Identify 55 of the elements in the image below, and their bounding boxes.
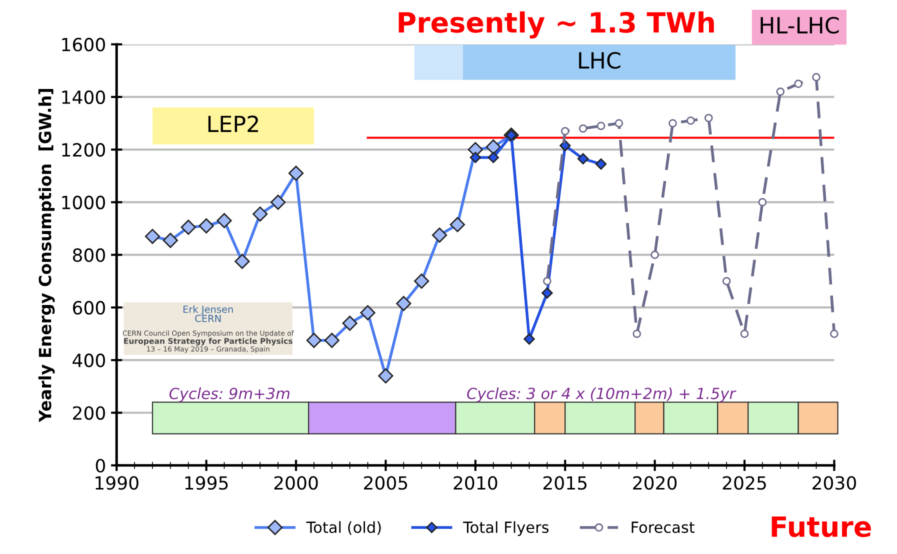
x-tick-label: 2010 bbox=[454, 476, 498, 490]
y-tick-label: 400 bbox=[72, 354, 105, 368]
x-tick-label: 1990 bbox=[96, 476, 138, 490]
x-tick-label: 2005 bbox=[364, 476, 408, 490]
y-tick-label: 0 bbox=[96, 458, 105, 472]
point bbox=[524, 333, 535, 345]
band-label: LHC bbox=[579, 52, 620, 69]
point bbox=[830, 330, 838, 338]
point bbox=[812, 73, 820, 82]
legend-label: Total Flyers bbox=[463, 521, 549, 536]
y-tick-label: 200 bbox=[73, 406, 105, 420]
point bbox=[704, 114, 713, 122]
point bbox=[740, 330, 749, 338]
annotation: Cycles: 3 or 4 x (10m+2m) + 1.5yr bbox=[467, 387, 736, 402]
point bbox=[543, 276, 552, 286]
point bbox=[722, 276, 731, 286]
x-tick-label: 1995 bbox=[185, 476, 228, 490]
legend-label: Total (old) bbox=[306, 521, 381, 535]
y-axis-title: Yearly Energy Consumption [GW.h] bbox=[38, 89, 55, 422]
point bbox=[758, 198, 767, 206]
x-tick-label: 2015 bbox=[543, 476, 587, 490]
chart-title: Presently ~ 1.3 TWh bbox=[398, 11, 714, 38]
point bbox=[614, 119, 624, 128]
point bbox=[488, 152, 499, 164]
point bbox=[596, 122, 606, 130]
y-tick-label: 600 bbox=[72, 300, 105, 315]
annotation: Erk Jensen bbox=[184, 305, 233, 315]
y-tick-label: 1000 bbox=[62, 196, 105, 210]
point bbox=[686, 116, 695, 125]
annotation: Cycles: 9m+3m bbox=[169, 387, 290, 402]
y-tick-label: 1600 bbox=[62, 38, 105, 52]
x-tick-label: 2025 bbox=[722, 476, 766, 490]
point bbox=[542, 287, 553, 299]
point bbox=[794, 80, 802, 88]
point bbox=[650, 250, 659, 260]
point bbox=[560, 140, 571, 152]
point bbox=[595, 158, 607, 170]
point bbox=[577, 153, 589, 164]
point bbox=[560, 126, 570, 136]
point bbox=[632, 330, 642, 338]
x-tick-label: 2020 bbox=[633, 476, 677, 490]
y-tick-label: 800 bbox=[72, 248, 105, 262]
x-tick-label: 2000 bbox=[274, 476, 318, 490]
text: HL-LHC bbox=[760, 16, 839, 34]
x-tick-label: 2030 bbox=[812, 476, 856, 490]
point bbox=[578, 124, 588, 133]
point bbox=[470, 152, 482, 164]
y-tick-label: 1200 bbox=[62, 143, 105, 157]
y-tick-label: 1400 bbox=[62, 90, 105, 104]
point bbox=[776, 88, 785, 96]
legend-label: Forecast bbox=[632, 522, 695, 534]
annotation: CERN bbox=[195, 314, 221, 322]
text: Future bbox=[772, 516, 871, 538]
band-label: LEP2 bbox=[208, 116, 258, 132]
point bbox=[668, 119, 677, 128]
